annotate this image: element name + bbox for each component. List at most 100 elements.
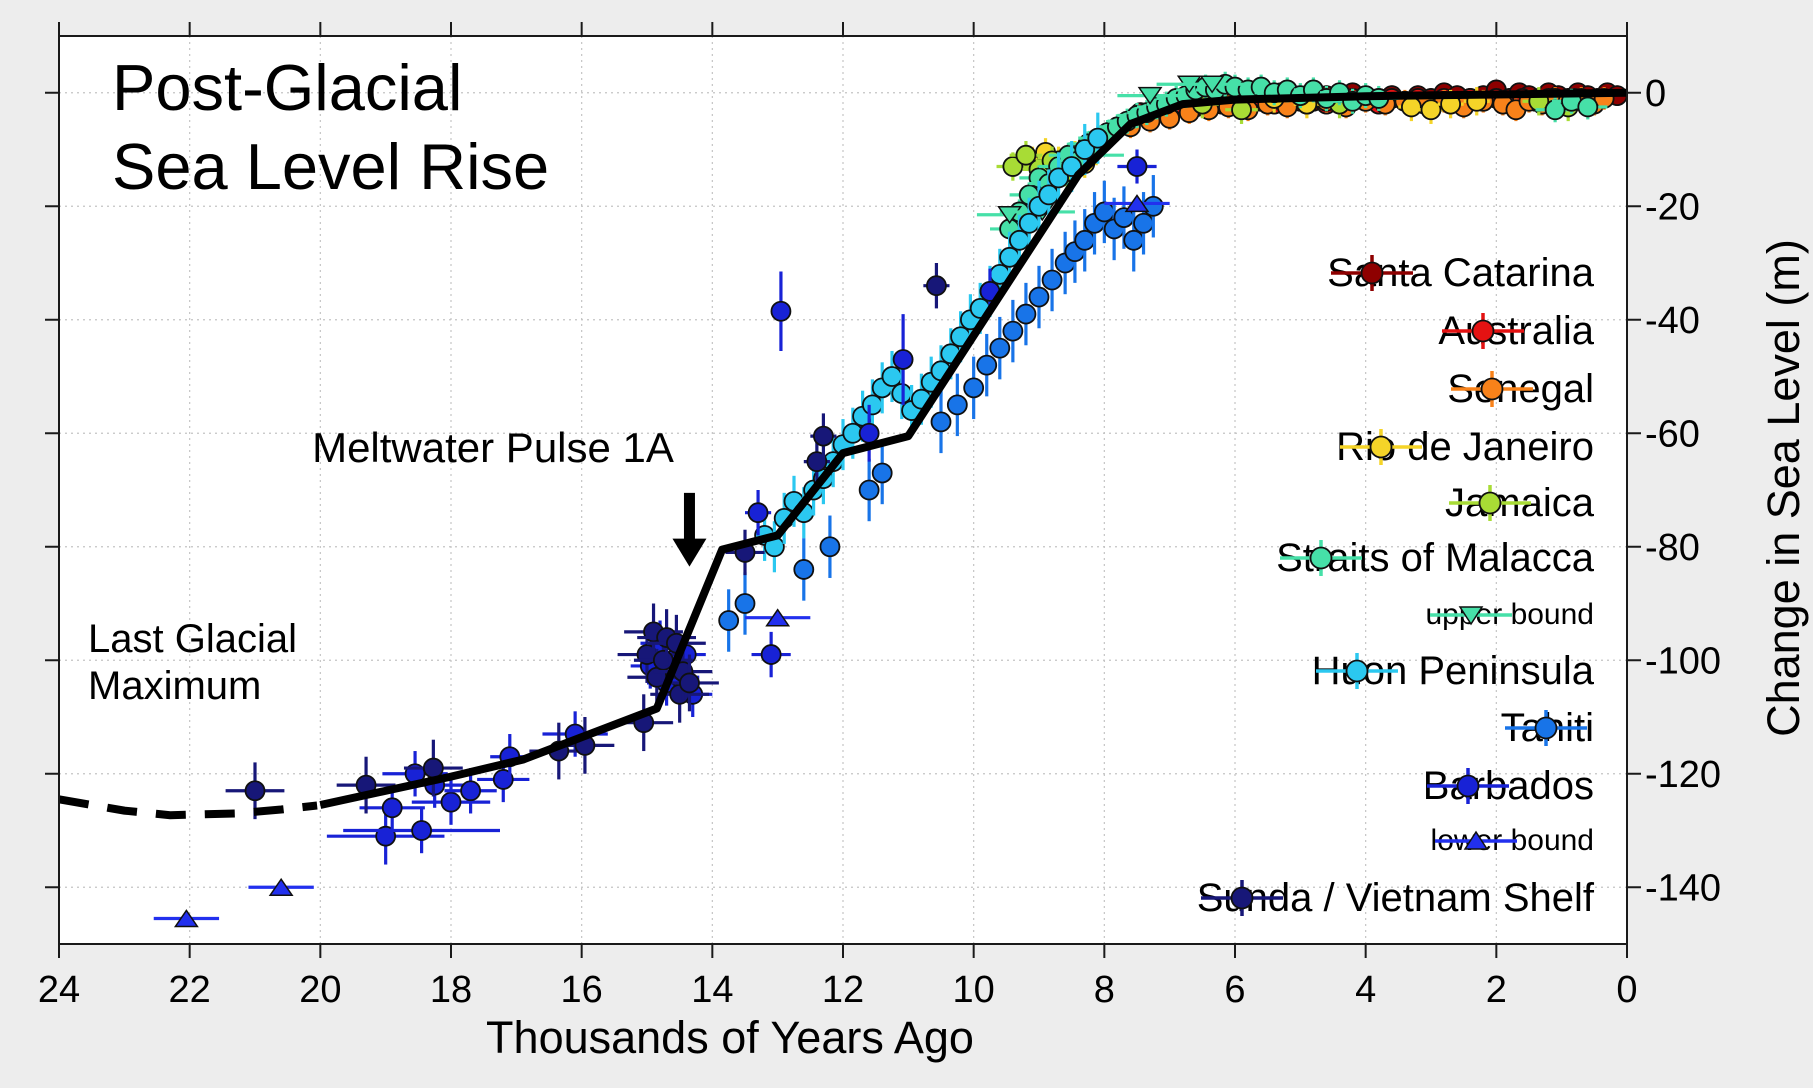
legend-point — [1478, 491, 1502, 515]
x-tick-label: 18 — [430, 969, 472, 1011]
y-axis-title: Change in Sea Level (m) — [1758, 239, 1809, 737]
data-point — [492, 769, 514, 790]
data-point — [926, 275, 947, 297]
legend-point — [1345, 659, 1368, 683]
legend-marker-australia — [1442, 313, 1525, 349]
data-point — [976, 354, 998, 376]
series-barbados-lower-bound — [153, 194, 1170, 928]
legend-marker-barbados-lower-bound — [1434, 830, 1517, 850]
data-point — [411, 820, 433, 841]
data-point — [747, 502, 769, 524]
x-tick-label: 24 — [38, 969, 80, 1011]
data-point-triangle — [173, 909, 199, 928]
x-tick-label: 14 — [691, 969, 733, 1011]
legend-marker-huon-peninsula — [1315, 653, 1398, 689]
chart-title-line1: Post-Glacial — [112, 51, 463, 124]
data-point — [734, 593, 756, 614]
data-point — [793, 559, 815, 580]
annotation-meltwater-pulse: Meltwater Pulse 1A — [312, 424, 674, 471]
data-point — [1015, 303, 1037, 325]
annotation-lgm-line2: Maximum — [88, 664, 262, 709]
legend-row-malacca-upper-bound: upper bound — [1426, 592, 1595, 638]
x-tick-label: 0 — [1616, 969, 1637, 1011]
data-point — [718, 610, 740, 631]
y-tick-label: -20 — [1645, 186, 1700, 228]
data-point-triangle — [1124, 194, 1150, 213]
annotation-lgm-line1: Last Glacial — [88, 617, 297, 661]
data-point — [1074, 139, 1096, 160]
legend-row-barbados-lower-bound: lower bound — [1431, 818, 1594, 864]
data-point — [1577, 96, 1599, 118]
legend-point — [1369, 435, 1393, 459]
data-point — [892, 349, 914, 370]
data-point — [679, 672, 700, 694]
data-point — [1123, 229, 1145, 251]
legend-marker-barbados — [1426, 768, 1509, 804]
legend-point — [1534, 716, 1558, 740]
legend-point-triangle-up — [1463, 830, 1488, 850]
trend-line-dashed — [58, 795, 318, 820]
data-point — [1002, 320, 1024, 342]
legend-point — [1230, 886, 1254, 910]
x-tick-label: 10 — [953, 969, 995, 1011]
legend-marker-santa-catarina — [1331, 255, 1414, 291]
legend-row-rio-de-janeiro: Rio de Janeiro — [1336, 424, 1594, 470]
legend-marker-jamaica — [1449, 485, 1532, 521]
data-point — [1002, 156, 1024, 177]
annotation-last-glacial-maximum: Last Glacial Maximum — [88, 616, 297, 710]
x-tick-label: 4 — [1355, 969, 1376, 1011]
data-point — [858, 479, 880, 501]
y-tick-label: -60 — [1645, 413, 1700, 455]
data-point — [858, 422, 880, 444]
data-point-triangle — [1199, 75, 1225, 94]
data-point — [1028, 286, 1050, 308]
y-tick-label: 0 — [1645, 73, 1666, 115]
data-point — [1015, 144, 1037, 166]
legend-row-straits-of-malacca: Straits of Malacca — [1276, 535, 1594, 581]
data-point — [1126, 156, 1148, 177]
series-sunda-vietnam-shelf — [225, 263, 950, 820]
data-point — [1038, 184, 1060, 206]
data-point — [862, 394, 883, 416]
data-point — [1048, 167, 1069, 189]
y-tick-label: -120 — [1645, 754, 1721, 796]
y-tick-label: -140 — [1645, 867, 1721, 909]
legend-marker-tahiti — [1504, 710, 1587, 746]
trend-line-solid — [319, 88, 1628, 809]
x-tick-label: 8 — [1094, 969, 1115, 1011]
data-point — [806, 451, 828, 473]
data-point — [1009, 229, 1030, 251]
data-point — [1142, 195, 1164, 217]
legend-row-tahiti: Tahiti — [1501, 705, 1594, 751]
y-tick-label: -80 — [1645, 527, 1700, 569]
legend-row-jamaica: Jamaica — [1445, 480, 1594, 526]
legend-point — [1309, 546, 1333, 570]
data-point — [871, 462, 893, 484]
chart-title: Post-Glacial Sea Level Rise — [112, 48, 549, 207]
x-tick-label: 22 — [169, 969, 211, 1011]
legend-marker-rio-de-janeiro — [1340, 429, 1423, 465]
data-point — [440, 791, 462, 813]
data-point — [1401, 96, 1422, 118]
data-point — [1087, 127, 1109, 149]
legend-point — [1360, 261, 1384, 285]
series-tahiti — [718, 175, 1164, 652]
x-tick-label: 2 — [1486, 969, 1507, 1011]
meltwater-arrow-head — [672, 538, 707, 567]
data-point — [930, 411, 952, 433]
data-point — [989, 337, 1011, 359]
x-tick-label: 16 — [561, 969, 603, 1011]
legend-row-senegal: Senegal — [1447, 366, 1594, 412]
data-point — [770, 300, 792, 322]
y-tick-label: -40 — [1645, 300, 1700, 342]
legend-point — [1471, 319, 1495, 343]
y-tick-label: -100 — [1645, 640, 1721, 682]
data-point — [460, 780, 482, 802]
legend-row-australia: Australia — [1438, 308, 1594, 354]
data-point — [381, 797, 403, 819]
legend-point — [1456, 774, 1480, 798]
tick-marks — [45, 22, 1641, 958]
legend-marker-straits-of-malacca — [1280, 540, 1363, 576]
chart-title-line2: Sea Level Rise — [112, 130, 550, 204]
